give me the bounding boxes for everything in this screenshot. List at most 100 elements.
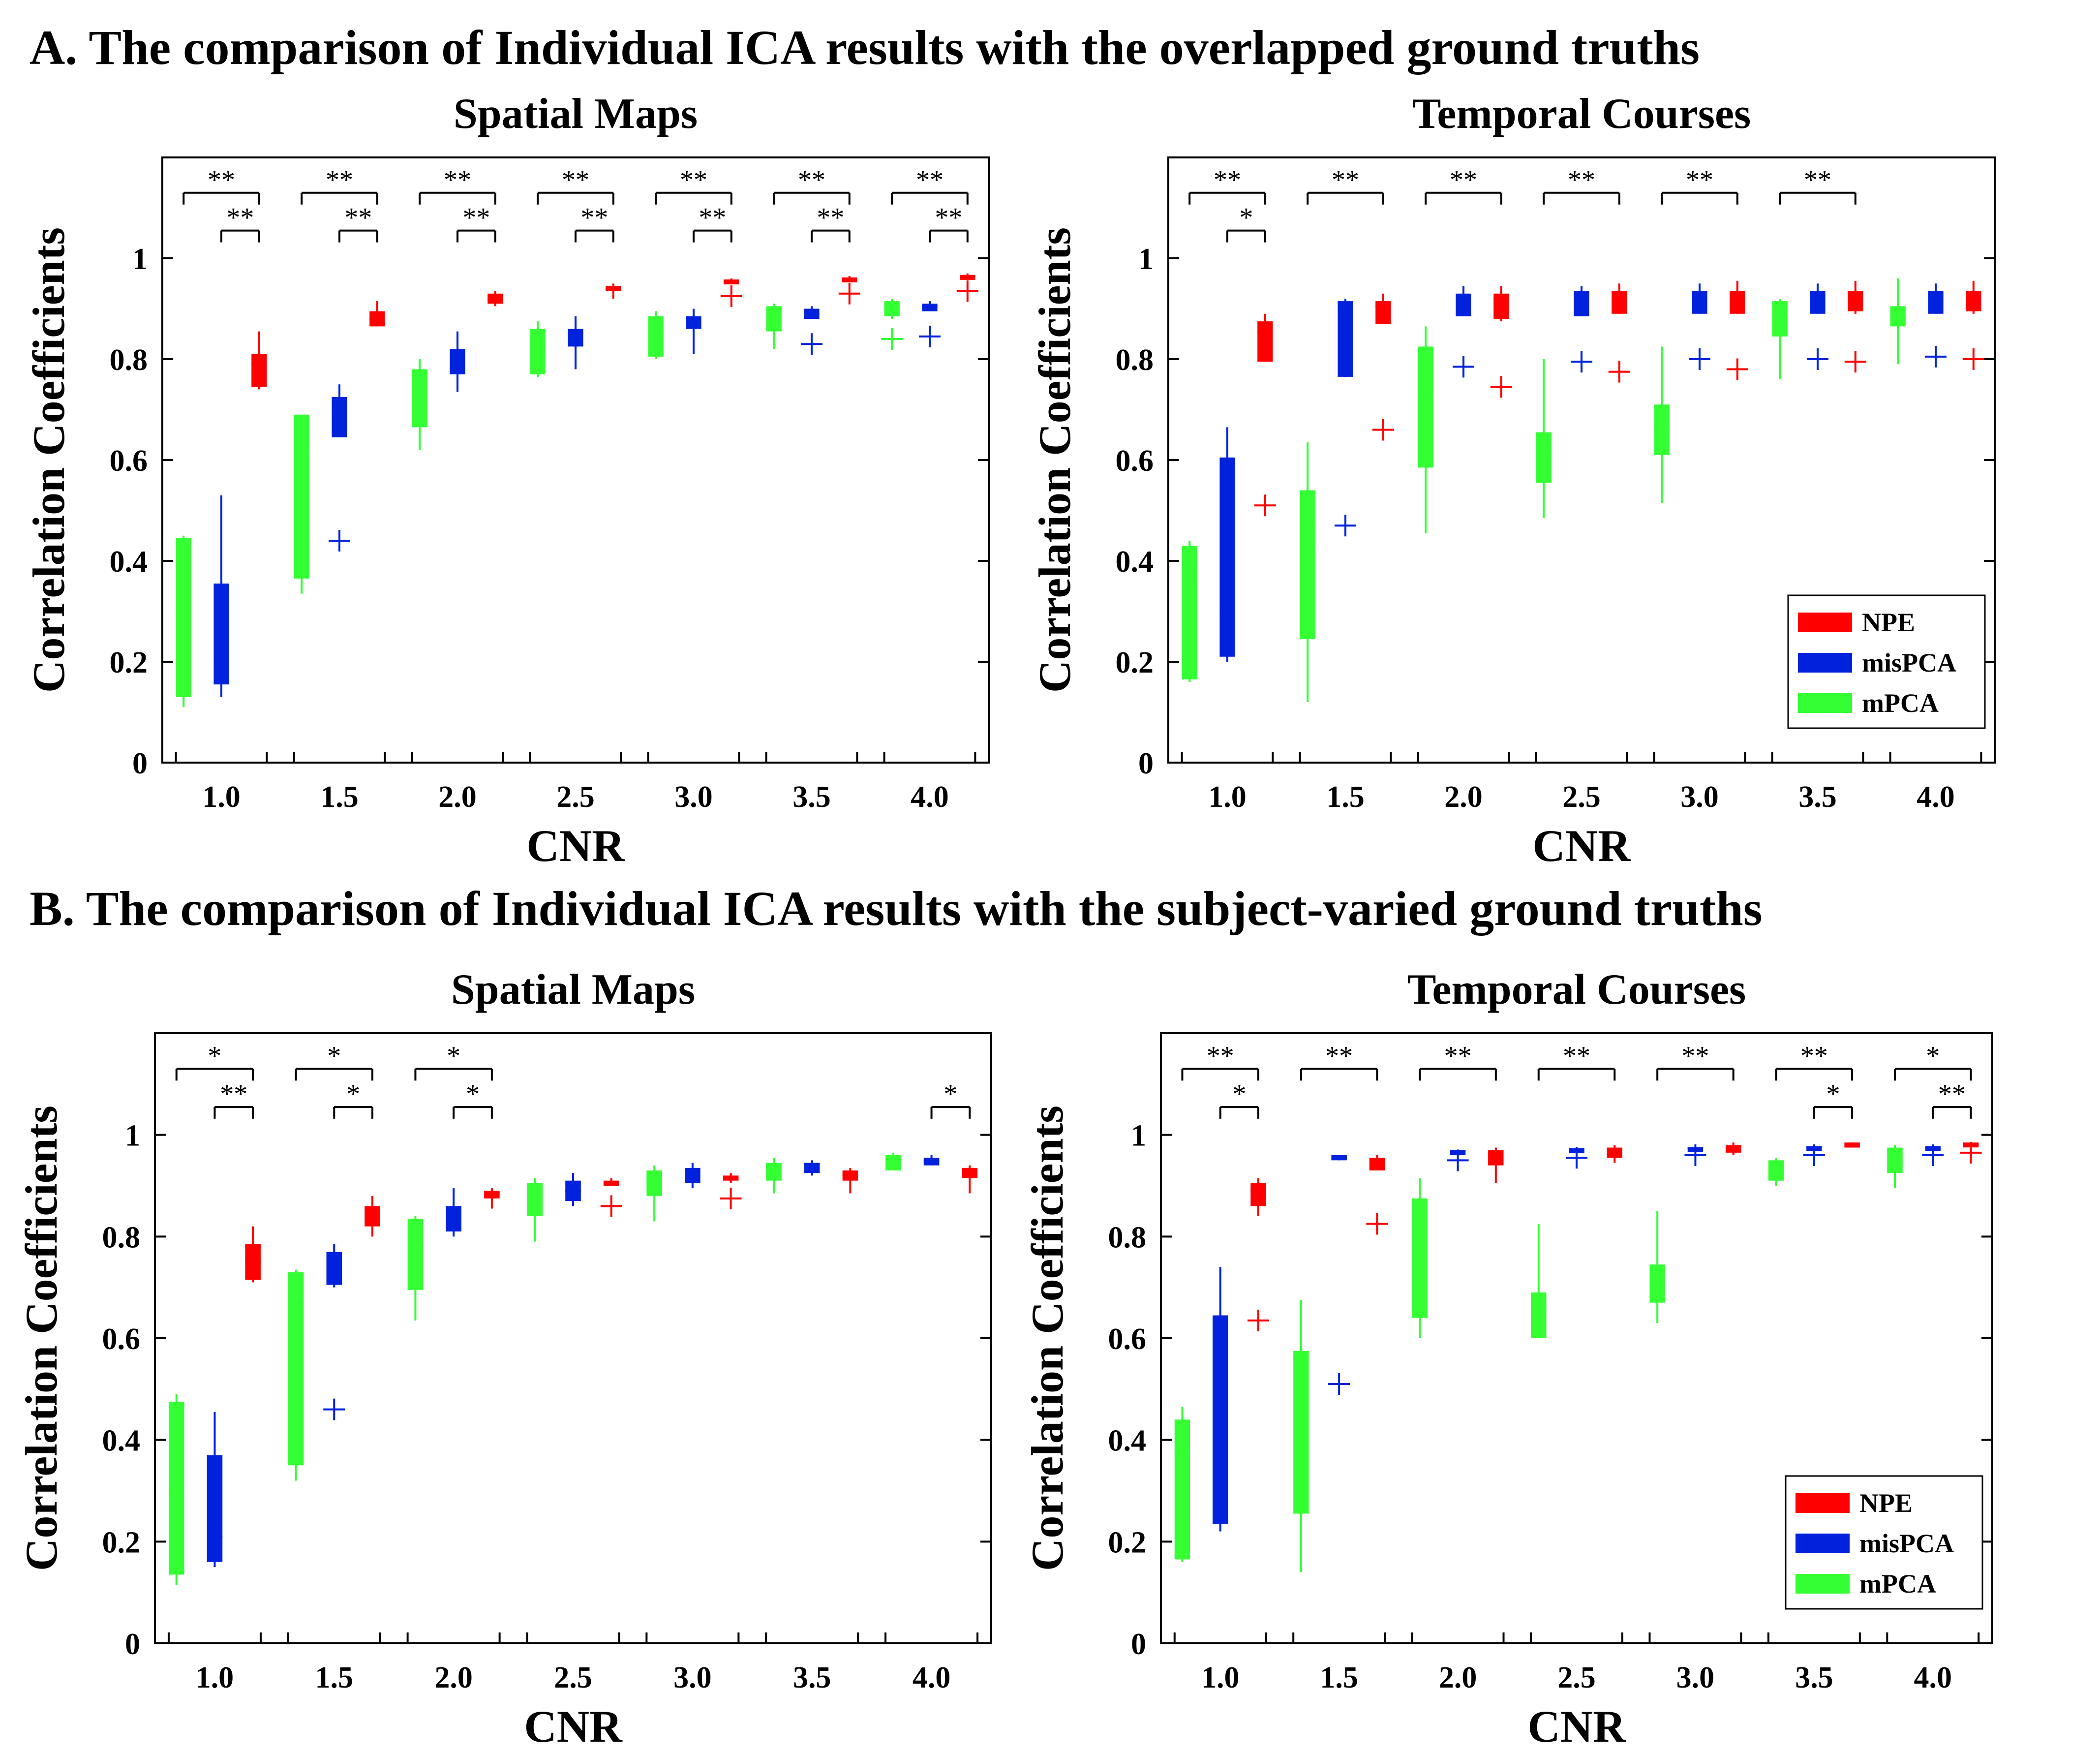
y-tick-label: 0.6	[110, 444, 148, 478]
x-axis-label: CNR	[1532, 821, 1631, 871]
box-misPCA	[1213, 1315, 1228, 1524]
chart-A-spatial: Spatial Maps 0 0.2 0.4 0.6 0.8 1 1.0 1.5 2.0 2.5 3.…	[24, 90, 990, 871]
legend-swatch-mPCA	[1798, 693, 1852, 713]
y-tick-label: 0.4	[102, 1424, 141, 1458]
box-misPCA	[922, 304, 938, 311]
significance-label: *	[466, 1079, 480, 1109]
box-misPCA	[686, 316, 701, 329]
x-tick-label: 1.5	[1326, 780, 1365, 814]
significance-label: **	[220, 1079, 247, 1109]
plot-frame	[161, 156, 990, 764]
box-NPE	[484, 1191, 500, 1199]
box-mPCA	[1174, 1419, 1190, 1560]
box-misPCA	[1219, 457, 1235, 657]
box-misPCA	[1810, 291, 1826, 314]
x-tick-label: 3.5	[1795, 1661, 1833, 1694]
significance-label: **	[1444, 1041, 1472, 1071]
box-NPE	[1375, 301, 1391, 324]
y-tick-label: 0.4	[1116, 545, 1154, 579]
significance-label: *	[346, 1079, 360, 1109]
y-tick-label: 0.6	[1116, 444, 1154, 478]
significance-label: **	[1563, 1041, 1590, 1071]
box-mPCA	[1293, 1351, 1309, 1514]
box-mPCA	[1418, 346, 1433, 468]
y-tick-label: 0.2	[102, 1526, 141, 1559]
y-axis-label: Correlation Coefficients	[24, 227, 74, 693]
legend-label-misPCA: misPCA	[1862, 648, 1956, 677]
chart-B-temporal: Temporal Courses 0 0.2 0.4 0.6 0.8 1 1.0 1.5 2.0 2…	[1022, 966, 1993, 1752]
box-NPE	[1725, 1145, 1741, 1153]
box-mPCA	[885, 1155, 901, 1170]
box-NPE	[1730, 291, 1745, 314]
significance-label: **	[1332, 165, 1359, 195]
box-misPCA	[1338, 301, 1353, 377]
significance-label: **	[444, 165, 471, 195]
significance-label: **	[798, 165, 825, 195]
x-tick-label: 3.0	[673, 1661, 712, 1694]
box-mPCA	[766, 1163, 782, 1181]
significance-label: *	[1232, 1079, 1246, 1109]
significance-label: **	[1681, 1041, 1709, 1071]
box-misPCA	[1574, 291, 1589, 316]
chart-A-temporal: Temporal Courses 0 0.2 0.4 0.6 0.8 1 1.0 1.5 2.0 2…	[1030, 90, 1996, 871]
significance-label: **	[580, 203, 608, 233]
x-tick-label: 1.5	[315, 1661, 354, 1694]
box-mPCA	[1887, 1147, 1903, 1173]
box-mPCA	[1531, 1292, 1547, 1338]
y-tick-label: 0.2	[110, 646, 148, 679]
y-tick-label: 0.2	[1108, 1526, 1147, 1559]
significance-label: **	[1800, 1041, 1828, 1071]
x-tick-label: 4.0	[913, 1661, 951, 1694]
y-tick-label: 0.4	[110, 545, 148, 579]
box-mPCA	[1890, 306, 1906, 327]
x-tick-label: 2.5	[1557, 1661, 1596, 1694]
x-tick-label: 3.0	[674, 780, 713, 814]
significance-label: **	[326, 165, 353, 195]
box-misPCA	[1928, 291, 1944, 314]
box-mPCA	[1182, 546, 1197, 679]
box-misPCA	[1692, 291, 1707, 314]
panel-title: Temporal Courses	[1407, 966, 1746, 1014]
box-NPE	[251, 354, 267, 387]
significance-label: **	[344, 203, 372, 233]
box-mPCA	[646, 1170, 662, 1196]
legend-label-mPCA: mPCA	[1862, 688, 1939, 718]
box-mPCA	[530, 329, 546, 374]
box-mPCA	[168, 1402, 184, 1575]
legend-label-mPCA: mPCA	[1859, 1569, 1936, 1599]
significance-label: **	[226, 203, 254, 233]
significance-label: *	[1926, 1041, 1940, 1071]
y-tick-label: 0	[1138, 747, 1154, 780]
y-tick-label: 0.6	[102, 1322, 141, 1356]
x-tick-label: 3.5	[1798, 780, 1837, 814]
x-axis-label: CNR	[1527, 1701, 1626, 1752]
legend-swatch-NPE	[1798, 613, 1852, 632]
significance-label: **	[680, 165, 707, 195]
x-tick-label: 4.0	[1914, 1661, 1952, 1694]
y-tick-label: 0.8	[102, 1221, 141, 1254]
legend-swatch-misPCA	[1796, 1534, 1850, 1553]
box-NPE	[1257, 321, 1273, 362]
x-tick-label: 1.0	[196, 1661, 234, 1694]
x-tick-label: 1.5	[1320, 1661, 1358, 1694]
box-NPE	[1612, 291, 1627, 314]
x-tick-label: 2.0	[434, 1661, 473, 1694]
y-tick-label: 0.8	[1116, 343, 1154, 377]
legend-label-misPCA: misPCA	[1859, 1529, 1954, 1558]
y-tick-label: 1	[1138, 243, 1154, 276]
box-NPE	[1488, 1150, 1504, 1166]
box-NPE	[1369, 1158, 1385, 1170]
significance-label: *	[327, 1041, 341, 1071]
x-tick-label: 2.0	[1444, 780, 1483, 814]
section-title-b: B. The comparison of Individual ICA resu…	[30, 881, 1763, 936]
x-axis-label: CNR	[524, 1701, 623, 1752]
x-axis-label: CNR	[526, 821, 625, 871]
y-axis-label: Correlation Coefficients	[16, 1106, 66, 1571]
box-mPCA	[766, 306, 782, 332]
box-mPCA	[1536, 432, 1552, 483]
significance-label: **	[208, 165, 235, 195]
legend-label-NPE: NPE	[1859, 1488, 1913, 1518]
box-NPE	[1966, 291, 1981, 311]
box-misPCA	[450, 349, 465, 374]
